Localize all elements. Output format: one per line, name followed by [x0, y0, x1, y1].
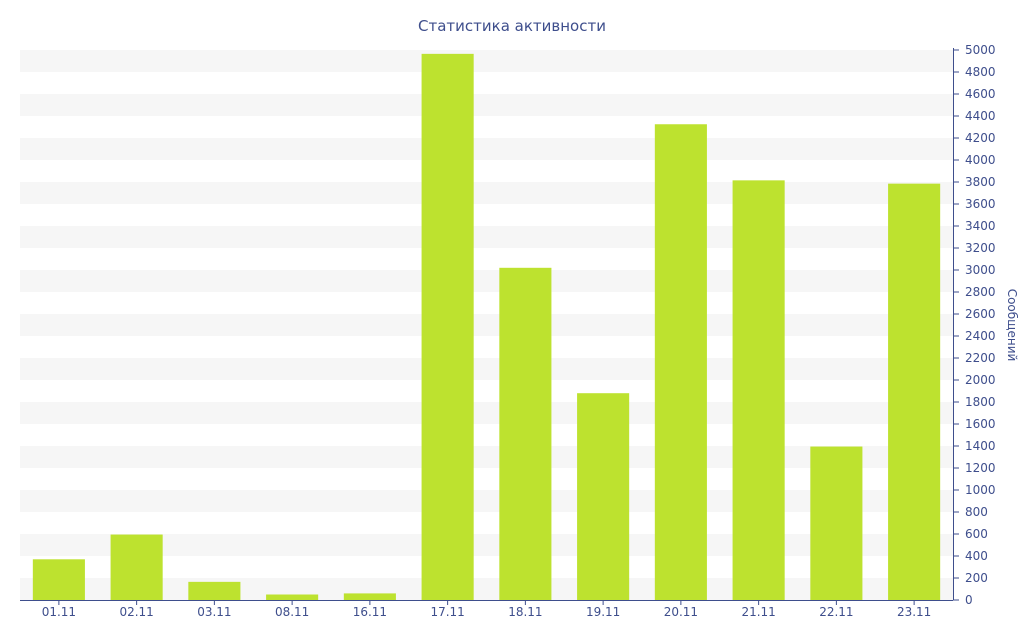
- y-tick-label: 4000: [965, 153, 996, 167]
- x-tick-label: 22.11: [819, 605, 853, 619]
- y-tick-label: 2800: [965, 285, 996, 299]
- y-tick-label: 0: [965, 593, 973, 607]
- y-tick-label: 600: [965, 527, 988, 541]
- y-tick-label: 4800: [965, 65, 996, 79]
- y-tick-label: 3000: [965, 263, 996, 277]
- grid-bands: [20, 50, 953, 600]
- x-tick-label: 20.11: [664, 605, 698, 619]
- chart-title: Статистика активности: [418, 17, 606, 35]
- grid-band: [20, 314, 953, 336]
- grid-band: [20, 50, 953, 72]
- x-tick-label: 02.11: [119, 605, 153, 619]
- bar-19.11[interactable]: [577, 393, 630, 600]
- y-tick-label: 4600: [965, 87, 996, 101]
- bar-18.11[interactable]: [499, 267, 552, 600]
- bar-21.11[interactable]: [732, 180, 785, 600]
- x-tick-label: 01.11: [42, 605, 76, 619]
- y-tick-label: 1200: [965, 461, 996, 475]
- y-axis-label: Сообщений: [1005, 289, 1019, 362]
- y-tick-label: 3200: [965, 241, 996, 255]
- bar-03.11[interactable]: [188, 581, 241, 600]
- y-tick-label: 3400: [965, 219, 996, 233]
- x-tick-label: 17.11: [430, 605, 464, 619]
- bar-08.11[interactable]: [266, 594, 319, 601]
- x-tick-label: 08.11: [275, 605, 309, 619]
- y-tick-label: 2000: [965, 373, 996, 387]
- grid-band: [20, 402, 953, 424]
- grid-band: [20, 490, 953, 512]
- y-tick-label: 4200: [965, 131, 996, 145]
- bar-16.11[interactable]: [343, 593, 396, 600]
- y-tick-label: 1600: [965, 417, 996, 431]
- y-tick-label: 4400: [965, 109, 996, 123]
- grid-band: [20, 358, 953, 380]
- grid-band: [20, 94, 953, 116]
- bars: [32, 53, 941, 601]
- grid-band: [20, 270, 953, 292]
- y-tick-label: 3600: [965, 197, 996, 211]
- x-tick-label: 18.11: [508, 605, 542, 619]
- bar-01.11[interactable]: [32, 559, 85, 600]
- y-tick-label: 400: [965, 549, 988, 563]
- grid-band: [20, 138, 953, 160]
- grid-band: [20, 578, 953, 600]
- x-tick-label: 21.11: [741, 605, 775, 619]
- x-tick-label: 19.11: [586, 605, 620, 619]
- y-tick-label: 1000: [965, 483, 996, 497]
- x-tick-label: 16.11: [353, 605, 387, 619]
- x-tick-label: 23.11: [897, 605, 931, 619]
- y-tick-label: 3800: [965, 175, 996, 189]
- y-tick-label: 2400: [965, 329, 996, 343]
- y-tick-label: 800: [965, 505, 988, 519]
- bar-17.11[interactable]: [421, 53, 474, 601]
- bar-23.11[interactable]: [888, 183, 941, 600]
- bar-22.11[interactable]: [810, 446, 863, 600]
- y-tick-label: 200: [965, 571, 988, 585]
- y-tick-label: 5000: [965, 43, 996, 57]
- y-axis: 0 200 400 600 800 1000 1200 1400 1600 1800 2000 220…: [953, 43, 996, 607]
- y-tick-label: 2600: [965, 307, 996, 321]
- y-tick-label: 2200: [965, 351, 996, 365]
- grid-band: [20, 226, 953, 248]
- grid-band: [20, 446, 953, 468]
- grid-band: [20, 534, 953, 556]
- x-tick-label: 03.11: [197, 605, 231, 619]
- grid-band: [20, 182, 953, 204]
- bar-02.11[interactable]: [110, 534, 163, 600]
- bar-20.11[interactable]: [654, 124, 707, 600]
- y-tick-label: 1800: [965, 395, 996, 409]
- y-tick-label: 1400: [965, 439, 996, 453]
- x-axis: 01.11 02.11 03.11 08.11 16.11 17.11 18.11 19.11…: [20, 600, 953, 619]
